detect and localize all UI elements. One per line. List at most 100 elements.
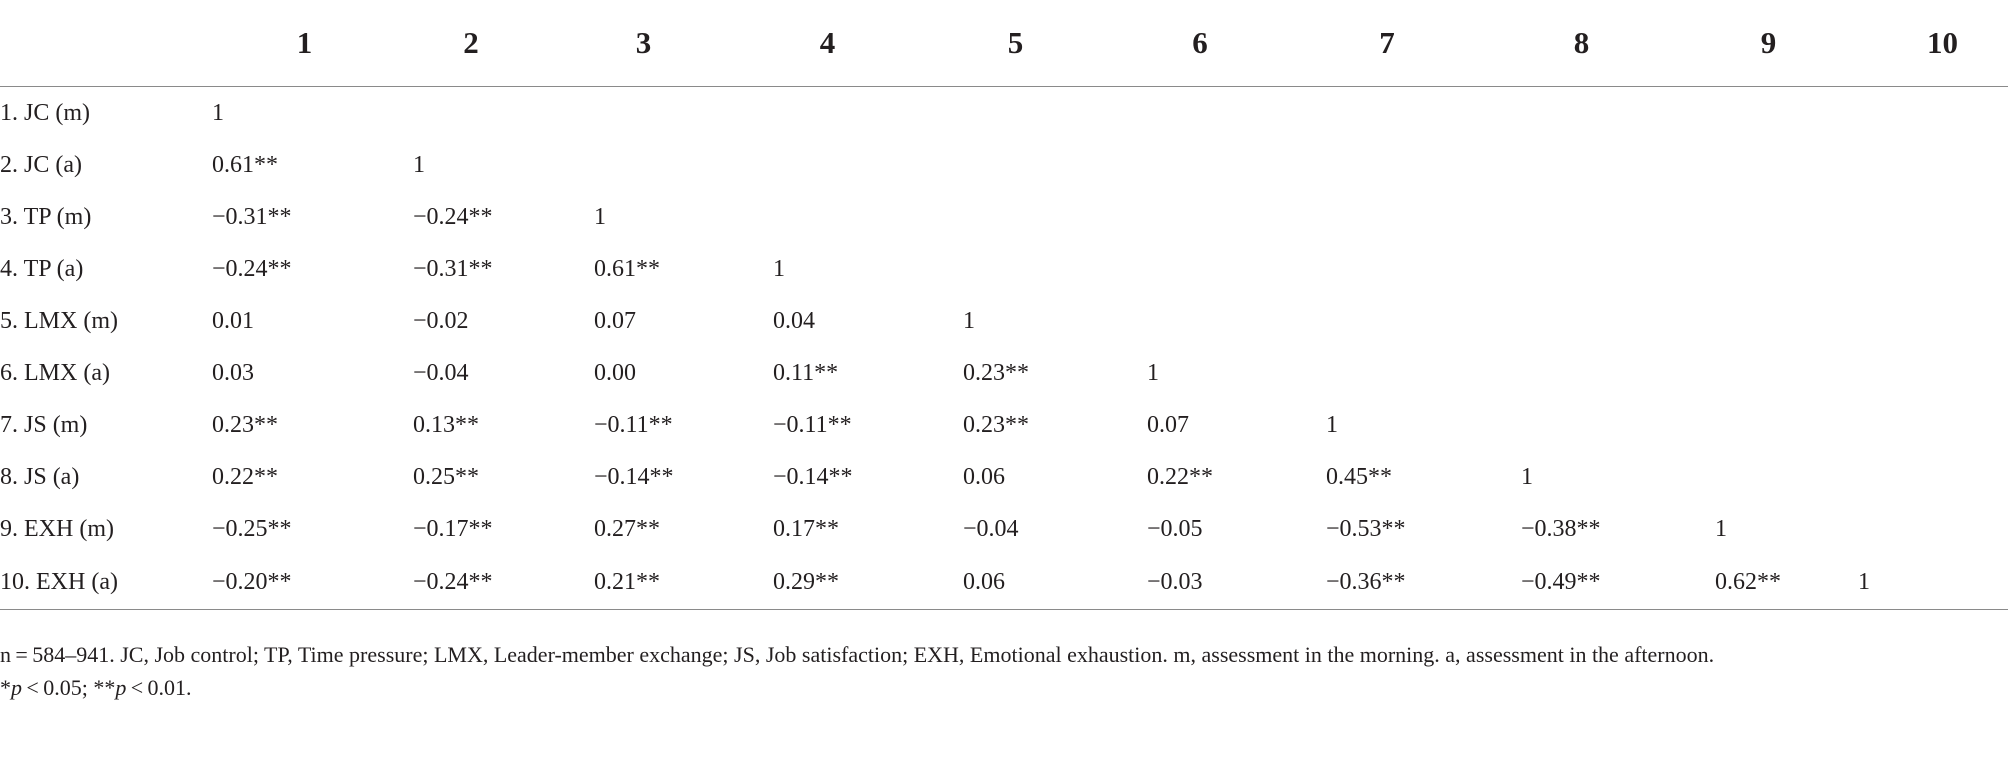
sig-p-symbol: p	[11, 675, 22, 700]
column-header: 8	[1484, 0, 1679, 87]
row-label: 4. TP (a)	[0, 255, 84, 282]
table-cell	[921, 191, 1110, 243]
row-label: 1. JC (m)	[0, 99, 90, 126]
table-cell: −0.53**	[1326, 515, 1406, 542]
table-cell: −0.03	[1110, 555, 1290, 610]
table-cell: 1	[212, 99, 224, 126]
table-cell: 0.22**	[212, 463, 278, 490]
table-cell: 0.06	[921, 555, 1110, 610]
table-cell: 1	[1715, 515, 1727, 542]
column-header: 5	[921, 0, 1110, 87]
table-cell	[347, 87, 553, 140]
row-label: 8. JS (a)	[0, 463, 80, 490]
table-cell	[1679, 295, 1858, 347]
table-cell	[1290, 243, 1484, 295]
table-cell: 1	[773, 255, 785, 282]
table-cell	[1484, 347, 1679, 399]
table-cell	[1484, 139, 1679, 191]
table-cell	[1484, 191, 1679, 243]
table-cell: −0.11**	[773, 411, 852, 438]
table-cell: −0.11**	[594, 411, 673, 438]
table-cell: 1	[1147, 359, 1159, 386]
table-cell: −0.17**	[413, 515, 493, 542]
table-cell	[1679, 399, 1858, 451]
table-cell: 0.17**	[773, 515, 839, 542]
column-header: 6	[1110, 0, 1290, 87]
table-cell	[1110, 243, 1290, 295]
table-cell: 1	[1858, 555, 2008, 610]
table-cell: 0.01	[212, 307, 254, 334]
table-cell: −0.25**	[212, 515, 292, 542]
table-cell	[1679, 139, 1858, 191]
table-cell: 0.11**	[773, 359, 839, 386]
table-row: 10. EXH (a) −0.20** −0.24** 0.21** 0.29** 0.0…	[0, 555, 2008, 610]
table-row: 9. EXH (m) −0.25** −0.17** 0.27** 0.17** −0.0…	[0, 503, 2008, 555]
correlation-table: 1 2 3 4 5 6 7 8 9 10 1. JC (m) 1 2. JC (a)…	[0, 0, 2008, 610]
table-cell	[1858, 503, 2008, 555]
row-label: 2. JC (a)	[0, 151, 82, 178]
table-cell	[1858, 347, 2008, 399]
table-cell: 1	[963, 307, 975, 334]
table-cell	[1290, 139, 1484, 191]
table-cell: 0.21**	[553, 555, 734, 610]
table-cell	[1858, 243, 2008, 295]
row-label: 7. JS (m)	[0, 411, 88, 438]
table-cell: 0.07	[594, 307, 636, 334]
column-header: 3	[553, 0, 734, 87]
table-cell: 0.27**	[594, 515, 660, 542]
table-cell	[1858, 191, 2008, 243]
table-cell: 1	[413, 151, 425, 178]
table-cell: 0.23**	[212, 411, 278, 438]
table-cell: −0.02	[413, 307, 469, 334]
table-cell	[1484, 399, 1679, 451]
column-header: 9	[1679, 0, 1858, 87]
table-cell: 0.04	[773, 307, 815, 334]
table-row: 4. TP (a) −0.24** −0.31** 0.61** 1	[0, 243, 2008, 295]
table-cell	[1679, 243, 1858, 295]
table-cell: 0.06	[963, 463, 1005, 490]
table-cell: 0.61**	[212, 151, 278, 178]
sig-p-symbol: p	[115, 675, 127, 700]
table-cell: 0.23**	[963, 359, 1029, 386]
table-cell: −0.04	[963, 515, 1019, 542]
row-label: 5. LMX (m)	[0, 307, 118, 334]
table-cell	[1290, 87, 1484, 140]
row-label: 9. EXH (m)	[0, 515, 114, 542]
footnote-abbreviations: n = 584–941. JC, Job control; TP, Time p…	[0, 642, 1715, 667]
table-cell	[1484, 87, 1679, 140]
sig-star: *	[0, 675, 11, 700]
table-cell	[734, 139, 921, 191]
table-cell	[921, 139, 1110, 191]
table-cell	[1110, 191, 1290, 243]
table-cell: −0.14**	[594, 463, 674, 490]
table-cell	[1484, 295, 1679, 347]
table-cell: −0.14**	[773, 463, 853, 490]
table-cell	[1858, 399, 2008, 451]
table-cell	[1290, 191, 1484, 243]
table-cell: 0.62**	[1679, 555, 1858, 610]
table-cell: −0.31**	[413, 255, 493, 282]
table-cell	[1858, 87, 2008, 140]
table-cell: 0.07	[1147, 411, 1189, 438]
table-cell: −0.24**	[413, 203, 493, 230]
footnote-significance: *p < 0.05; **p < 0.01.	[0, 671, 1990, 704]
table-cell: 0.13**	[413, 411, 479, 438]
table-cell	[1858, 295, 2008, 347]
table-cell	[1679, 191, 1858, 243]
table-cell	[1679, 347, 1858, 399]
table-cell	[1290, 347, 1484, 399]
table-row: 2. JC (a) 0.61** 1	[0, 139, 2008, 191]
table-cell: 0.22**	[1147, 463, 1213, 490]
table-cell: −0.36**	[1290, 555, 1484, 610]
table-footnotes: n = 584–941. JC, Job control; TP, Time p…	[0, 638, 1990, 704]
table-cell: 0.61**	[594, 255, 660, 282]
table-row: 7. JS (m) 0.23** 0.13** −0.11** −0.11** 0.23*…	[0, 399, 2008, 451]
table-cell: 1	[1326, 411, 1338, 438]
table-cell: −0.38**	[1521, 515, 1601, 542]
table-row: 1. JC (m) 1	[0, 87, 2008, 140]
column-header: 4	[734, 0, 921, 87]
table-cell	[734, 191, 921, 243]
table-cell: −0.24**	[212, 255, 292, 282]
table-cell	[1110, 139, 1290, 191]
row-label: 6. LMX (a)	[0, 359, 110, 386]
